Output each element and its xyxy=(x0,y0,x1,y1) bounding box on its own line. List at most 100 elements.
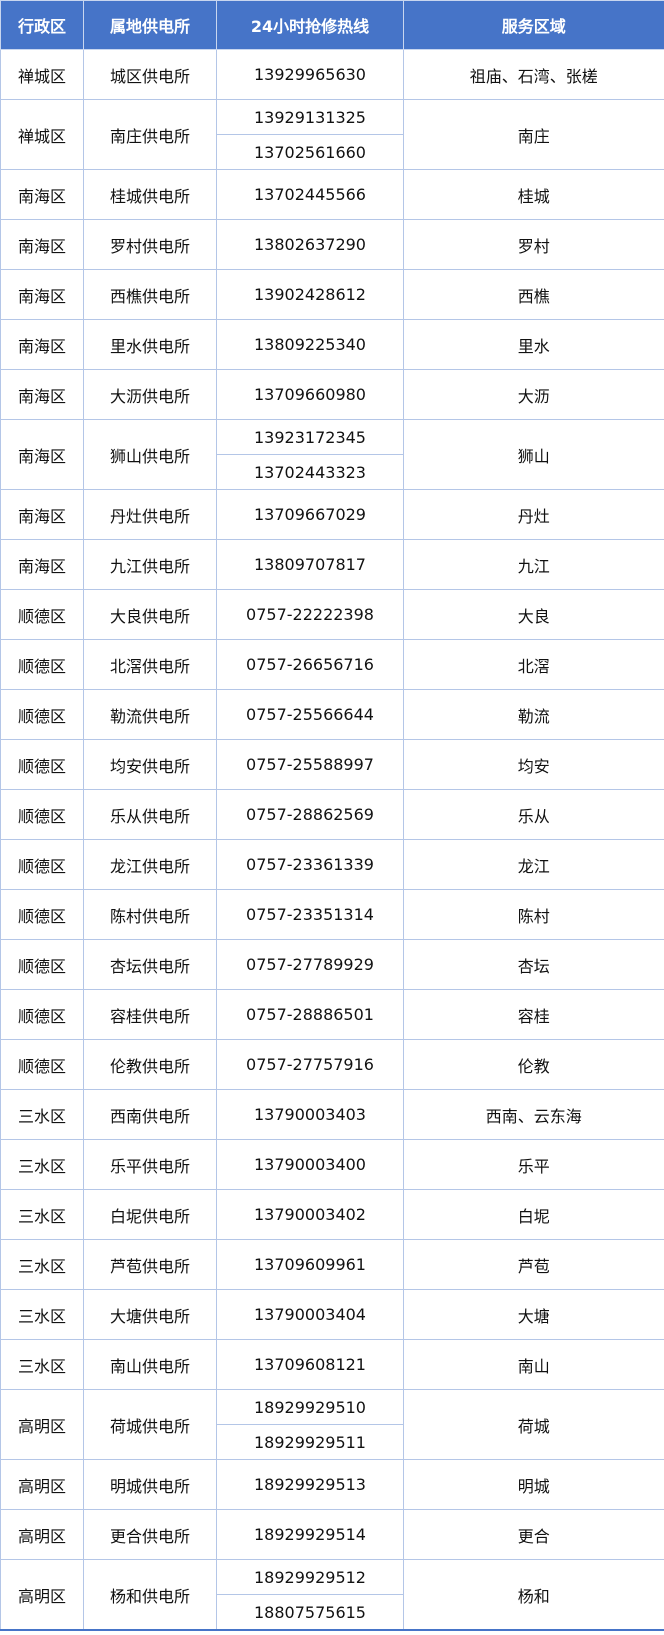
station-cell: 杏坛供电所 xyxy=(83,939,217,990)
hotline-cell: 18929929513 xyxy=(216,1459,404,1510)
district-cell: 高明区 xyxy=(0,1389,84,1460)
station-cell: 陈村供电所 xyxy=(83,889,217,940)
district-cell: 南海区 xyxy=(0,489,84,540)
hotline-cell: 13929131325 xyxy=(216,99,404,135)
table-row: 顺德区 容桂供电所 0757-28886501 容桂 xyxy=(0,989,664,1040)
table-row: 顺德区 勒流供电所 0757-25566644 勒流 xyxy=(0,689,664,740)
district-cell: 南海区 xyxy=(0,419,84,490)
district-cell: 三水区 xyxy=(0,1239,84,1290)
service-area-cell: 更合 xyxy=(403,1509,664,1560)
district-cell: 南海区 xyxy=(0,319,84,370)
table-row: 高明区 更合供电所 18929929514 更合 xyxy=(0,1509,664,1560)
service-area-cell: 杏坛 xyxy=(403,939,664,990)
header-service-area: 服务区域 xyxy=(403,0,664,50)
hotline-cell: 0757-23351314 xyxy=(216,889,404,940)
table-row: 顺德区 龙江供电所 0757-23361339 龙江 xyxy=(0,839,664,890)
hotline-cell: 13702561660 xyxy=(216,134,404,170)
table-row: 三水区 白坭供电所 13790003402 白坭 xyxy=(0,1189,664,1240)
service-area-cell: 罗村 xyxy=(403,219,664,270)
district-cell: 顺德区 xyxy=(0,789,84,840)
table-row: 顺德区 杏坛供电所 0757-27789929 杏坛 xyxy=(0,939,664,990)
station-cell: 乐平供电所 xyxy=(83,1139,217,1190)
hotline-cell: 18807575615 xyxy=(216,1594,404,1631)
district-cell: 顺德区 xyxy=(0,639,84,690)
hotline-cell: 18929929511 xyxy=(216,1424,404,1460)
service-area-cell: 北滘 xyxy=(403,639,664,690)
hotline-cell: 13790003402 xyxy=(216,1189,404,1240)
table-row: 高明区 杨和供电所 18929929512 杨和 xyxy=(0,1559,664,1631)
station-cell: 大塘供电所 xyxy=(83,1289,217,1340)
table-row: 三水区 乐平供电所 13790003400 乐平 xyxy=(0,1139,664,1190)
table-row: 禅城区 城区供电所 13929965630 祖庙、石湾、张槎 xyxy=(0,49,664,100)
district-cell: 南海区 xyxy=(0,169,84,220)
service-area-cell: 西樵 xyxy=(403,269,664,320)
station-cell: 芦苞供电所 xyxy=(83,1239,217,1290)
hotline-cell: 18929929512 xyxy=(216,1559,404,1595)
hotline-cell: 13709667029 xyxy=(216,489,404,540)
hotline-cell: 18929929510 xyxy=(216,1389,404,1425)
district-cell: 顺德区 xyxy=(0,839,84,890)
service-area-cell: 明城 xyxy=(403,1459,664,1510)
district-cell: 南海区 xyxy=(0,369,84,420)
hotline-cell: 13923172345 xyxy=(216,419,404,455)
table-row: 顺德区 均安供电所 0757-25588997 均安 xyxy=(0,739,664,790)
table-row: 南海区 丹灶供电所 13709667029 丹灶 xyxy=(0,489,664,540)
header-district: 行政区 xyxy=(0,0,84,50)
district-cell: 顺德区 xyxy=(0,689,84,740)
station-cell: 杨和供电所 xyxy=(83,1559,217,1631)
station-cell: 南庄供电所 xyxy=(83,99,217,170)
station-cell: 桂城供电所 xyxy=(83,169,217,220)
hotline-cell: 13790003403 xyxy=(216,1089,404,1140)
hotline-cell: 13702443323 xyxy=(216,454,404,490)
service-area-cell: 丹灶 xyxy=(403,489,664,540)
district-cell: 三水区 xyxy=(0,1089,84,1140)
station-cell: 龙江供电所 xyxy=(83,839,217,890)
service-area-cell: 容桂 xyxy=(403,989,664,1040)
station-cell: 容桂供电所 xyxy=(83,989,217,1040)
table-row: 三水区 南山供电所 13709608121 南山 xyxy=(0,1339,664,1390)
service-area-cell: 狮山 xyxy=(403,419,664,490)
district-cell: 禅城区 xyxy=(0,49,84,100)
hotline-cell: 0757-26656716 xyxy=(216,639,404,690)
station-cell: 北滘供电所 xyxy=(83,639,217,690)
district-cell: 南海区 xyxy=(0,219,84,270)
district-cell: 三水区 xyxy=(0,1339,84,1390)
hotline-cell: 13790003400 xyxy=(216,1139,404,1190)
table-subrow: 13702443323 xyxy=(1,454,664,490)
header-row: 行政区 属地供电所 24小时抢修热线 服务区域 xyxy=(0,0,664,50)
station-cell: 大沥供电所 xyxy=(83,369,217,420)
table-row: 高明区 明城供电所 18929929513 明城 xyxy=(0,1459,664,1510)
district-cell: 顺德区 xyxy=(0,739,84,790)
header-hotline: 24小时抢修热线 xyxy=(216,0,404,50)
service-area-cell: 大塘 xyxy=(403,1289,664,1340)
district-cell: 三水区 xyxy=(0,1139,84,1190)
hotline-cell: 13709609961 xyxy=(216,1239,404,1290)
station-cell: 西樵供电所 xyxy=(83,269,217,320)
service-area-cell: 南山 xyxy=(403,1339,664,1390)
table-row: 南海区 西樵供电所 13902428612 西樵 xyxy=(0,269,664,320)
service-area-cell: 里水 xyxy=(403,319,664,370)
service-area-cell: 芦苞 xyxy=(403,1239,664,1290)
service-area-cell: 大良 xyxy=(403,589,664,640)
hotline-cell: 13809225340 xyxy=(216,319,404,370)
table-row: 顺德区 伦教供电所 0757-27757916 伦教 xyxy=(0,1039,664,1090)
hotline-cell: 13702445566 xyxy=(216,169,404,220)
service-area-cell: 荷城 xyxy=(403,1389,664,1460)
table-row: 顺德区 北滘供电所 0757-26656716 北滘 xyxy=(0,639,664,690)
station-cell: 白坭供电所 xyxy=(83,1189,217,1240)
service-area-cell: 大沥 xyxy=(403,369,664,420)
station-cell: 伦教供电所 xyxy=(83,1039,217,1090)
hotline-cell: 0757-27757916 xyxy=(216,1039,404,1090)
station-cell: 狮山供电所 xyxy=(83,419,217,490)
table-row: 南海区 狮山供电所 13923172345 狮山 xyxy=(0,419,664,490)
service-area-cell: 白坭 xyxy=(403,1189,664,1240)
district-cell: 南海区 xyxy=(0,539,84,590)
service-area-cell: 南庄 xyxy=(403,99,664,170)
table-row: 顺德区 大良供电所 0757-22222398 大良 xyxy=(0,589,664,640)
service-area-cell: 西南、云东海 xyxy=(403,1089,664,1140)
station-cell: 勒流供电所 xyxy=(83,689,217,740)
station-cell: 城区供电所 xyxy=(83,49,217,100)
station-cell: 南山供电所 xyxy=(83,1339,217,1390)
district-cell: 高明区 xyxy=(0,1459,84,1510)
header-station: 属地供电所 xyxy=(83,0,217,50)
